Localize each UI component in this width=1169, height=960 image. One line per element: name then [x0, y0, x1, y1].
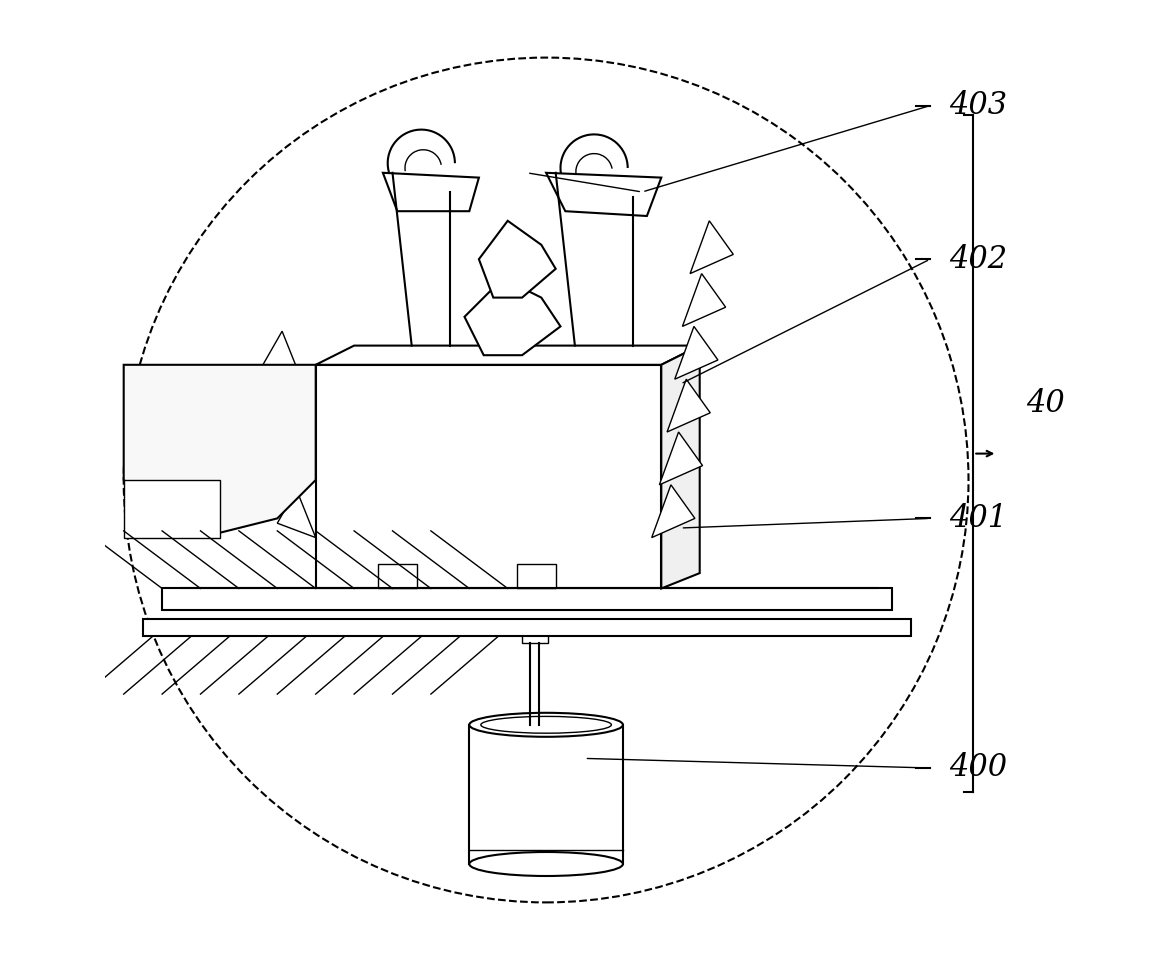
Polygon shape: [268, 384, 306, 432]
Polygon shape: [124, 365, 316, 538]
Polygon shape: [662, 346, 700, 588]
FancyBboxPatch shape: [523, 629, 548, 643]
Polygon shape: [683, 274, 726, 326]
Text: 400: 400: [949, 753, 1008, 783]
Text: 40: 40: [1026, 388, 1065, 419]
Text: 401: 401: [949, 503, 1008, 534]
Polygon shape: [263, 331, 302, 379]
Polygon shape: [277, 490, 316, 538]
Polygon shape: [272, 437, 311, 485]
Text: 403: 403: [949, 90, 1008, 121]
Polygon shape: [690, 221, 733, 274]
Polygon shape: [316, 346, 700, 365]
Polygon shape: [479, 221, 555, 298]
Polygon shape: [651, 485, 694, 538]
Polygon shape: [546, 173, 662, 216]
Polygon shape: [659, 432, 703, 485]
Ellipse shape: [480, 716, 611, 733]
FancyBboxPatch shape: [378, 564, 416, 588]
Text: 402: 402: [949, 244, 1008, 275]
FancyBboxPatch shape: [143, 619, 911, 636]
FancyBboxPatch shape: [316, 365, 662, 588]
Polygon shape: [667, 379, 711, 432]
Ellipse shape: [469, 852, 623, 876]
Polygon shape: [464, 278, 560, 355]
Ellipse shape: [469, 712, 623, 737]
FancyBboxPatch shape: [162, 588, 892, 610]
FancyBboxPatch shape: [469, 725, 623, 864]
Polygon shape: [383, 173, 479, 211]
Polygon shape: [124, 480, 220, 538]
Polygon shape: [675, 326, 718, 379]
FancyBboxPatch shape: [518, 564, 555, 588]
